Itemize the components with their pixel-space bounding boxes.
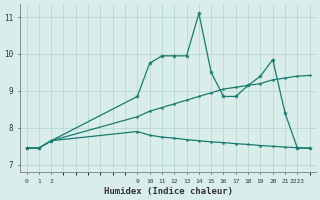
X-axis label: Humidex (Indice chaleur): Humidex (Indice chaleur) bbox=[104, 187, 233, 196]
